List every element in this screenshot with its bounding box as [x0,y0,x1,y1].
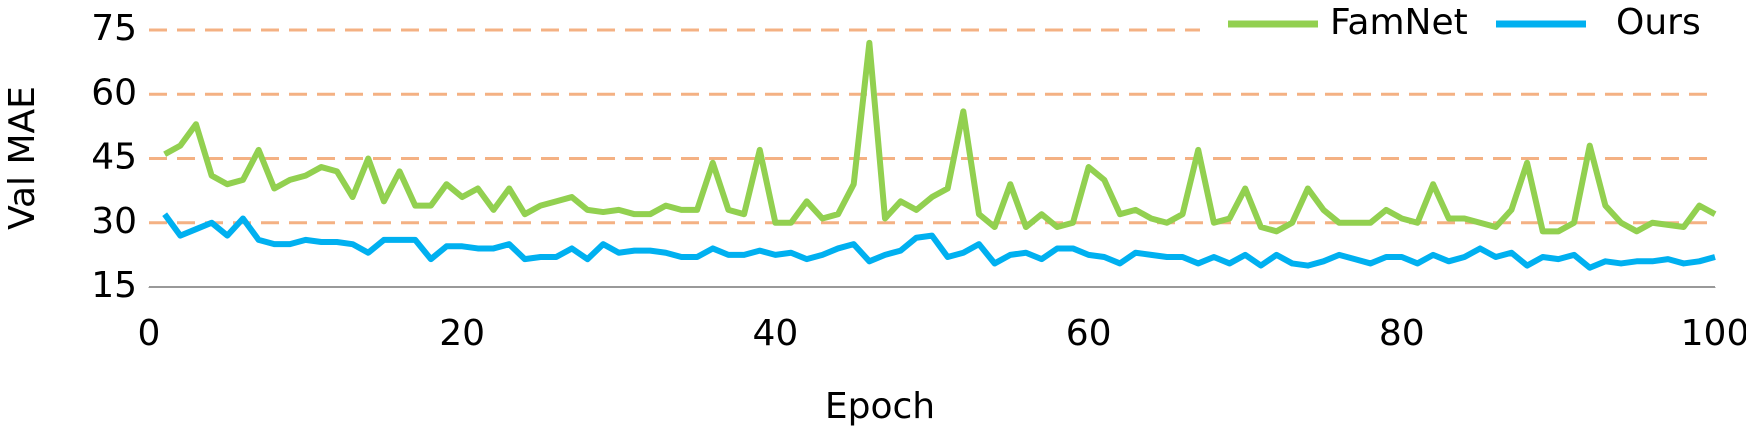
y-tick-label: 30 [91,201,137,242]
x-tick-label: 100 [1681,313,1746,354]
x-axis-label: Epoch [825,386,935,427]
data-line [162,212,1716,271]
legend-label: FamNet [1330,2,1468,43]
y-tick-label: 75 [91,8,137,49]
x-tick-label: 80 [1379,313,1425,354]
y-tick-label: 60 [91,72,137,113]
y-axis-label: Val MAE [2,86,43,230]
x-tick-label: 0 [138,313,161,354]
data-line [163,39,1717,235]
x-tick-label: 60 [1066,313,1112,354]
x-tick-label: 20 [439,313,485,354]
y-tick-label: 45 [91,137,137,178]
y-tick-label: 15 [91,265,137,306]
legend-label: Ours [1616,2,1701,43]
x-tick-label: 40 [752,313,798,354]
